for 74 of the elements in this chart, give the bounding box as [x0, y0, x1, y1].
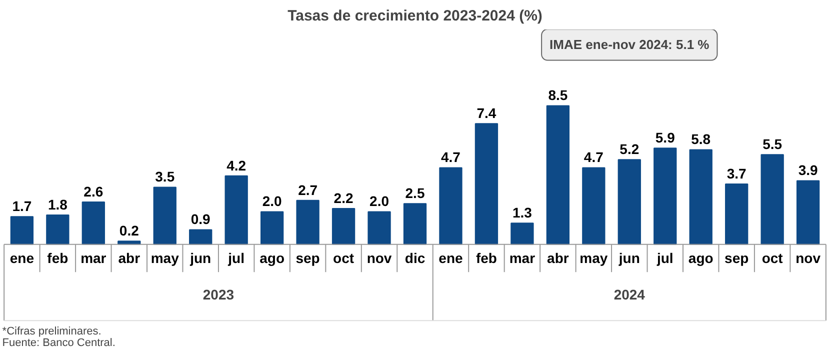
bar	[760, 154, 784, 245]
text: 2023	[202, 286, 234, 302]
bar	[189, 229, 212, 245]
data-label: 4.7	[584, 149, 604, 166]
data-label: 5.5	[762, 136, 782, 152]
text: 2024	[614, 286, 646, 302]
x-tick-label: jun	[618, 250, 640, 266]
bar	[546, 105, 570, 245]
x-tick-label: ene	[10, 250, 34, 266]
bar	[796, 180, 820, 245]
x-tick-label: ago	[688, 250, 714, 266]
bar	[46, 214, 70, 245]
bar	[332, 208, 356, 245]
data-label: 2.0	[262, 193, 282, 210]
x-tick-label: abr	[118, 250, 141, 266]
x-tick-label: sep	[724, 250, 749, 266]
bar	[474, 123, 498, 245]
bar	[618, 159, 641, 245]
x-tick-label: oct	[333, 250, 354, 266]
x-tick-label: nov	[366, 250, 392, 266]
chart-title: Tasas de crecimiento 2023-2024 (%)	[288, 8, 542, 24]
data-label: 7.4	[476, 105, 496, 122]
bar	[689, 149, 712, 245]
x-tick-label: jul	[656, 250, 674, 266]
x-tick-label: oct	[762, 250, 784, 266]
data-label: 5.2	[620, 141, 640, 158]
x-tick-label: ago	[260, 250, 285, 266]
bar	[510, 222, 534, 245]
bar	[153, 186, 176, 245]
data-label: 5.8	[691, 131, 711, 148]
data-label: 4.7	[441, 149, 461, 166]
x-tick-label: nov	[796, 250, 821, 266]
data-label: 5.9	[655, 130, 676, 146]
data-label: 0.9	[190, 211, 211, 228]
x-tick-label: feb	[476, 250, 497, 266]
data-label: 3.9	[798, 162, 818, 178]
data-label: 1.3	[512, 204, 532, 221]
source-note: Fuente: Banco Central.	[2, 336, 116, 349]
x-tick-label: mar	[80, 250, 107, 266]
bar	[439, 167, 462, 245]
data-label: 2.5	[405, 185, 425, 202]
data-label: 2.2	[334, 190, 354, 206]
x-tick-label: dic	[404, 250, 426, 266]
bar	[296, 200, 320, 245]
data-label: 0.2	[119, 222, 140, 239]
x-tick-label: may	[150, 250, 180, 266]
bar	[10, 216, 34, 245]
x-tick-label: abr	[547, 250, 570, 266]
bar	[368, 211, 391, 245]
x-tick-label: jun	[189, 250, 212, 266]
data-label: 1.8	[48, 196, 68, 212]
data-label: 2.7	[298, 182, 318, 198]
x-tick-label: feb	[47, 250, 68, 266]
bar	[82, 201, 105, 245]
bar	[403, 203, 427, 245]
bar	[224, 175, 248, 245]
x-tick-label: mar	[509, 250, 536, 266]
bar	[725, 184, 748, 245]
data-label: 3.5	[155, 168, 175, 185]
data-label: 2.6	[84, 183, 104, 200]
data-label: 4.2	[226, 157, 246, 174]
text: IMAE ene-nov 2024: 5.1 %	[550, 37, 710, 52]
data-label: 8.5	[548, 87, 568, 104]
x-tick-label: ene	[438, 250, 464, 266]
bar	[654, 148, 677, 245]
bar	[582, 167, 606, 245]
x-tick-label: jul	[227, 250, 245, 266]
data-label: 1.7	[12, 198, 32, 214]
bar	[260, 211, 284, 245]
data-label: 3.7	[726, 165, 747, 182]
x-tick-label: sep	[296, 250, 320, 266]
data-label: 2.0	[370, 193, 390, 210]
x-tick-label: may	[580, 250, 608, 266]
text: *Cifras preliminares.	[2, 326, 102, 338]
